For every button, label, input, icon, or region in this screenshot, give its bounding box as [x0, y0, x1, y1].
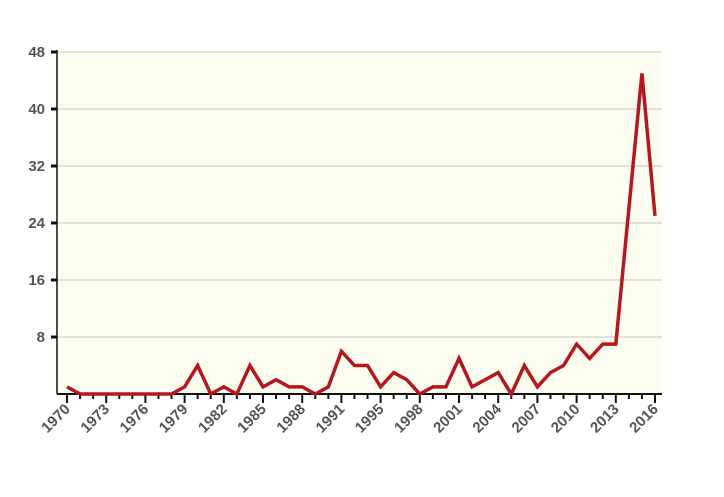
x-tick-label: 2007: [509, 401, 545, 437]
y-tick-label: 24: [28, 215, 45, 232]
y-tick-label: 16: [28, 272, 45, 289]
x-tick-label: 2004: [469, 400, 505, 436]
x-tick-label: 1991: [313, 401, 349, 437]
x-tick-label: 1998: [391, 401, 427, 437]
x-tick-label: 1982: [195, 401, 231, 437]
x-tick-label: 2010: [548, 401, 584, 437]
x-tick-label: 1988: [273, 401, 309, 437]
line: [66, 73, 657, 398]
x-tick-label: 2016: [626, 401, 662, 437]
y-tick-label: 48: [28, 44, 45, 61]
y-tick-label: 8: [37, 329, 45, 346]
y-tick-label: 32: [28, 158, 45, 175]
x-tick-label: 1976: [117, 401, 153, 437]
x-tick-label: 1985: [234, 401, 270, 437]
y-tick-label: 40: [28, 101, 45, 118]
x-tick-label: 2001: [430, 401, 466, 437]
x-tick-label: 2013: [587, 401, 623, 437]
x-tick-label: 1995: [352, 401, 388, 437]
x-tick-label: 1970: [38, 401, 74, 437]
x-tick-label: 1979: [156, 401, 192, 437]
x-tick-label: 1973: [77, 401, 113, 437]
